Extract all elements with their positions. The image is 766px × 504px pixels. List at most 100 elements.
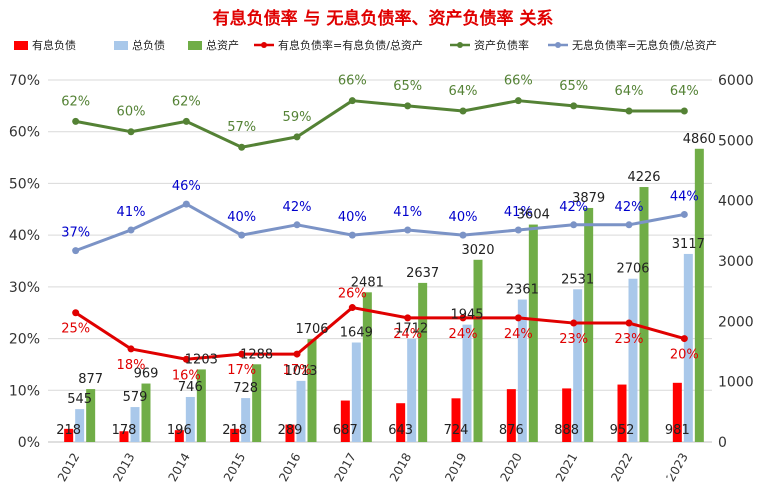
bar-总负债-2014 — [185, 396, 195, 442]
right-tick-label: 3000 — [718, 254, 754, 270]
label-资产负债率-2023: 64% — [670, 84, 699, 99]
left-tick-label: 40% — [9, 228, 40, 244]
label-资产负债率-2013: 60% — [117, 105, 146, 120]
label-总资产-2022: 4226 — [627, 170, 660, 185]
label-有息负债-2022: 952 — [610, 423, 635, 438]
line-无息负债率=无息负债/总资产 — [75, 202, 685, 253]
bar-总资产-2016 — [307, 339, 317, 442]
label-无息负债率=无息负债/总资产-2017: 40% — [338, 210, 367, 225]
label-有息负债率=有息负债/总资产-2021: 23% — [559, 332, 588, 347]
label-总负债-2018: 1712 — [395, 322, 428, 337]
legend-marker — [555, 42, 561, 48]
point-资产负债率-2016 — [293, 133, 301, 141]
bar-有息负债-2017 — [340, 400, 350, 442]
label-总负债-2013: 579 — [123, 390, 148, 405]
point-资产负债率-2021 — [570, 102, 578, 110]
point-无息负债率=无息负债/总资产-2016 — [293, 221, 301, 229]
label-有息负债-2018: 643 — [388, 423, 413, 438]
point-无息负债率=无息负债/总资产-2022 — [625, 221, 633, 229]
point-有息负债率=有息负债/总资产-2016 — [293, 350, 301, 358]
bar-总资产-2018 — [418, 282, 428, 442]
label-总资产-2017: 2481 — [351, 275, 384, 290]
legend-swatch — [188, 41, 202, 50]
label-无息负债率=无息负债/总资产-2016: 42% — [283, 200, 312, 215]
bar-有息负债-2013 — [119, 431, 129, 442]
label-总负债-2017: 1649 — [340, 326, 373, 341]
point-无息负债率=无息负债/总资产-2018 — [404, 226, 412, 234]
label-有息负债率=有息负债/总资产-2012: 25% — [61, 322, 90, 337]
label-有息负债-2013: 178 — [112, 423, 137, 438]
left-tick-label: 20% — [9, 332, 40, 348]
point-资产负债率-2019 — [459, 107, 467, 115]
label-有息负债率=有息负债/总资产-2020: 24% — [504, 327, 533, 342]
label-有息负债-2021: 888 — [554, 423, 579, 438]
label-有息负债-2019: 724 — [444, 423, 469, 438]
right-tick-label: 4000 — [718, 194, 754, 210]
point-无息负债率=无息负债/总资产-2021 — [570, 221, 578, 229]
label-总资产-2012: 877 — [78, 372, 103, 387]
bar-总资产-2023 — [694, 148, 704, 442]
label-总资产-2016: 1706 — [295, 322, 328, 337]
legend-label: 有息负债率=有息负债/总资产 — [278, 38, 423, 52]
right-tick-label: 6000 — [718, 73, 754, 89]
bar-有息负债-2014 — [174, 430, 184, 442]
point-有息负债率=有息负债/总资产-2018 — [404, 314, 412, 322]
legend-marker — [457, 42, 463, 48]
point-有息负债率=有息负债/总资产-2014 — [182, 355, 190, 363]
right-tick-label: 0 — [718, 435, 727, 451]
bar-总资产-2020 — [528, 224, 538, 442]
label-资产负债率-2012: 62% — [61, 94, 90, 109]
bar-总资产-2013 — [141, 383, 151, 442]
point-资产负债率-2012 — [72, 117, 80, 125]
point-有息负债率=有息负债/总资产-2013 — [127, 345, 135, 353]
left-tick-label: 30% — [9, 280, 40, 296]
label-有息负债率=有息负债/总资产-2022: 23% — [615, 332, 644, 347]
point-资产负债率-2022 — [625, 107, 633, 115]
bar-总负债-2022 — [628, 278, 638, 442]
label-有息负债-2016: 289 — [278, 423, 303, 438]
label-有息负债率=有息负债/总资产-2015: 17% — [227, 363, 256, 378]
bar-有息负债-2020 — [506, 389, 516, 442]
label-有息负债-2012: 218 — [56, 423, 81, 438]
point-有息负债率=有息负债/总资产-2021 — [570, 319, 578, 327]
bar-总资产-2017 — [362, 292, 372, 442]
line-series — [72, 97, 688, 363]
label-资产负债率-2017: 66% — [338, 74, 367, 89]
point-资产负债率-2015 — [238, 143, 246, 151]
legend-label: 资产负债率 — [474, 38, 529, 52]
label-有息负债-2014: 196 — [167, 423, 192, 438]
left-tick-label: 70% — [9, 73, 40, 89]
label-资产负债率-2018: 65% — [393, 79, 422, 94]
label-资产负债率-2015: 57% — [227, 120, 256, 135]
label-总资产-2019: 3020 — [461, 243, 494, 258]
point-有息负债率=有息负债/总资产-2023 — [680, 335, 688, 343]
point-无息负债率=无息负债/总资产-2014 — [182, 200, 190, 208]
label-无息负债率=无息负债/总资产-2013: 41% — [117, 205, 146, 220]
point-无息负债率=无息负债/总资产-2012 — [72, 247, 80, 255]
label-有息负债-2015: 218 — [222, 423, 247, 438]
bar-总负债-2021 — [573, 289, 583, 442]
bar-总负债-2015 — [241, 398, 251, 442]
bar-总负债-2023 — [683, 253, 693, 442]
label-无息负债率=无息负债/总资产-2014: 46% — [172, 179, 201, 194]
label-有息负债率=有息负债/总资产-2016: 17% — [283, 363, 312, 378]
bar-总负债-2017 — [351, 342, 361, 442]
point-有息负债率=有息负债/总资产-2012 — [72, 309, 80, 317]
left-tick-label: 0% — [18, 435, 40, 451]
label-总负债-2016: 1013 — [284, 364, 317, 379]
line-有息负债率=有息负债/总资产 — [74, 306, 685, 361]
label-无息负债率=无息负债/总资产-2020: 41% — [504, 205, 533, 220]
bar-有息负债-2018 — [396, 403, 406, 442]
point-无息负债率=无息负债/总资产-2019 — [459, 231, 467, 239]
label-总资产-2013: 969 — [134, 367, 159, 382]
bar-总负债-2012 — [75, 409, 85, 442]
point-无息负债率=无息负债/总资产-2023 — [680, 210, 688, 218]
label-资产负债率-2016: 59% — [283, 110, 312, 125]
label-有息负债-2020: 876 — [499, 423, 524, 438]
right-tick-label: 1000 — [718, 375, 754, 391]
point-资产负债率-2014 — [182, 117, 190, 125]
bar-有息负债-2021 — [562, 388, 572, 442]
legend-swatch — [14, 41, 28, 50]
